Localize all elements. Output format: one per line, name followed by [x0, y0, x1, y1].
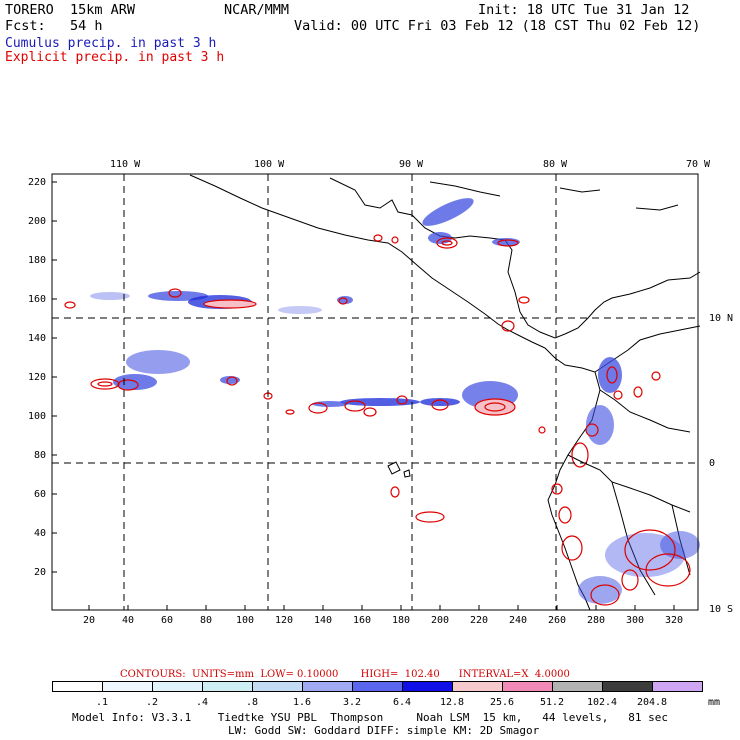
latlon-grid — [52, 174, 698, 610]
x-tick: 80 — [200, 615, 213, 626]
legend-label: 6.4 — [392, 697, 412, 708]
lon-label-100w: 100 W — [254, 159, 285, 170]
y-tick: 140 — [28, 333, 47, 344]
lon-label-110w: 110 W — [110, 159, 141, 170]
mexico-coast — [189, 174, 546, 349]
valid-time: Valid: 00 UTC Fri 03 Feb 12 (18 CST Thu … — [294, 18, 701, 34]
center-name: NCAR/MMM — [224, 2, 290, 18]
galapagos-2 — [403, 469, 411, 478]
legend-swatch — [252, 681, 303, 692]
x-tick: 20 — [83, 615, 96, 626]
yucatan-coast — [329, 177, 521, 313]
y-tick: 120 — [28, 372, 47, 383]
caribbean-island-2 — [559, 187, 601, 193]
x-tick: 260 — [548, 615, 567, 626]
init-time: Init: 18 UTC Tue 31 Jan 12 — [478, 2, 690, 18]
legend-swatch — [402, 681, 453, 692]
x-axis-ticks — [88, 605, 675, 610]
caribbean-island — [429, 181, 501, 197]
legend-unit: mm — [708, 697, 721, 708]
legend-swatch — [352, 681, 403, 692]
legend-label: .2 — [145, 697, 159, 708]
forecast-hour: Fcst: 54 h — [5, 18, 103, 34]
legend-label: 102.4 — [586, 697, 618, 708]
galapagos — [387, 461, 401, 475]
x-tick: 300 — [626, 615, 645, 626]
x-tick: 320 — [665, 615, 684, 626]
y-axis-ticks — [52, 181, 57, 573]
x-tick: 240 — [509, 615, 528, 626]
x-tick: 220 — [470, 615, 489, 626]
legend-label: .1 — [95, 697, 109, 708]
x-tick: 120 — [275, 615, 294, 626]
map-frame — [51, 173, 699, 611]
y-tick: 40 — [34, 528, 47, 539]
y-tick: 60 — [34, 489, 47, 500]
country-border-1 — [599, 389, 691, 433]
model-physics: LW: Godd SW: Goddard DIFF: simple KM: 2D… — [228, 724, 540, 737]
legend-swatch — [452, 681, 503, 692]
lon-label-70w: 70 W — [686, 159, 711, 170]
legend-label: 204.8 — [636, 697, 668, 708]
caribbean-island-3 — [635, 204, 679, 211]
cumulus-precip — [90, 198, 700, 604]
y-tick: 100 — [28, 411, 47, 422]
y-tick: 200 — [28, 216, 47, 227]
legend-swatch — [502, 681, 553, 692]
legend-label: 3.2 — [342, 697, 362, 708]
legend-swatch — [52, 681, 103, 692]
lat-label-10n: 10 N — [709, 313, 734, 324]
y-tick: 160 — [28, 294, 47, 305]
x-tick: 180 — [392, 615, 411, 626]
x-tick: 280 — [587, 615, 606, 626]
model-name: TORERO 15km ARW — [5, 2, 136, 18]
legend-label: .4 — [195, 697, 209, 708]
legend-swatch — [302, 681, 353, 692]
x-tick: 60 — [161, 615, 174, 626]
legend-label: .8 — [245, 697, 259, 708]
lat-label-10s: 10 S — [709, 604, 734, 615]
legend-swatch — [652, 681, 703, 692]
legend-swatch — [102, 681, 153, 692]
legend-swatch — [202, 681, 253, 692]
explicit-precip — [64, 234, 691, 606]
legend-swatch — [152, 681, 203, 692]
x-tick: 40 — [122, 615, 135, 626]
legend-label: 12.8 — [439, 697, 465, 708]
contours-info: CONTOURS: UNITS=mm LOW= 0.10000 HIGH= 10… — [120, 669, 570, 680]
lon-label-80w: 80 W — [543, 159, 568, 170]
y-tick: 20 — [34, 567, 47, 578]
model-info: Model Info: V3.3.1 Tiedtke YSU PBL Thomp… — [72, 711, 669, 724]
panama-caribbean — [519, 271, 701, 339]
y-tick: 80 — [34, 450, 47, 461]
lat-label-0: 0 — [709, 458, 716, 469]
legend-label: 51.2 — [539, 697, 565, 708]
x-tick: 200 — [431, 615, 450, 626]
explicit-field-label: Explicit precip. in past 3 h — [5, 50, 225, 65]
legend-swatch — [602, 681, 653, 692]
legend-label: 25.6 — [489, 697, 515, 708]
cumulus-field-label: Cumulus precip. in past 3 h — [5, 36, 217, 51]
lon-label-90w: 90 W — [399, 159, 424, 170]
legend-swatch — [552, 681, 603, 692]
y-tick: 180 — [28, 255, 47, 266]
y-tick: 220 — [28, 177, 47, 188]
legend-label: 1.6 — [292, 697, 312, 708]
x-tick: 100 — [236, 615, 255, 626]
x-tick: 140 — [314, 615, 333, 626]
southamerica-pacific — [544, 347, 601, 611]
x-tick: 160 — [353, 615, 372, 626]
